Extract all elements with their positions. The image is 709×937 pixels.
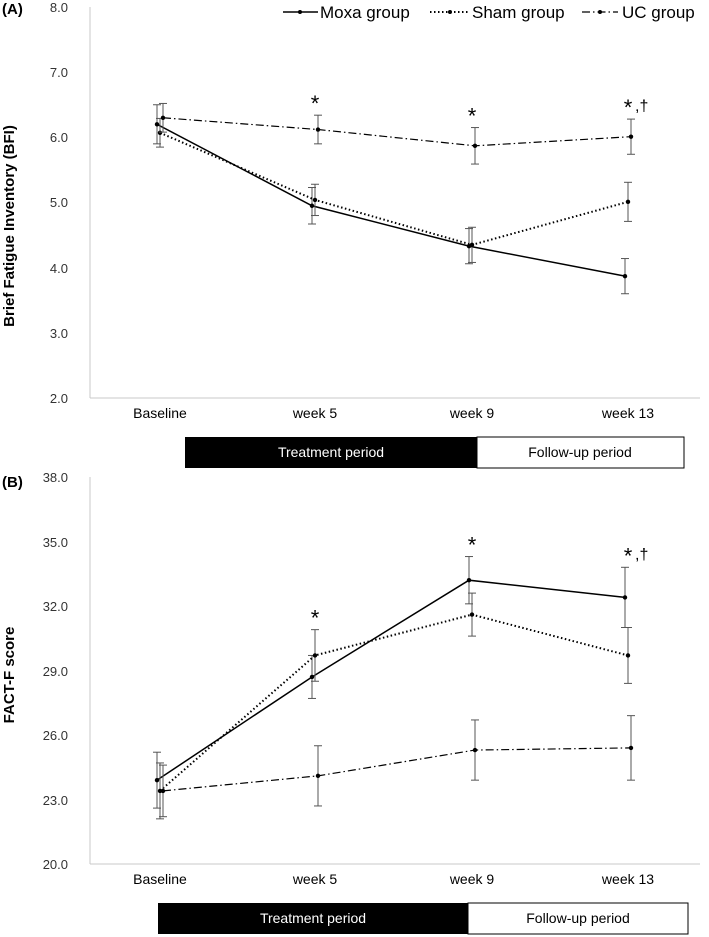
panel-a-sham-group-point	[312, 197, 318, 203]
panel-a-y-axis-label: Brief Fatigue Inventory (BFI)	[1, 125, 18, 327]
panel-a-y-tick: 5.0	[50, 195, 68, 210]
panel-a-label: (A)	[2, 1, 23, 18]
panel-b-uc-group-point	[628, 745, 634, 751]
panel-b-moxa-group-point	[622, 595, 628, 600]
panel-a-uc-group-point	[315, 127, 321, 132]
panel-a-moxa-group-point	[622, 273, 628, 279]
panel-b-treatment-period-label: Treatment period	[260, 910, 366, 926]
panel-b-x-tick-baseline: Baseline	[133, 871, 187, 887]
panel-b-y-tick: 20.0	[43, 857, 68, 872]
legend-marker-uc	[598, 10, 602, 14]
panel-b-label: (B)	[2, 474, 23, 491]
panel-a-uc-group-point	[472, 143, 478, 149]
legend-marker-sham	[448, 10, 452, 14]
panel-b-y-tick: 26.0	[43, 728, 68, 743]
panel-a-significance-star: *	[468, 104, 477, 129]
panel-a-y-tick: 8.0	[50, 0, 68, 15]
panel-b-uc-group-point	[472, 747, 478, 753]
panel-a-period-bar: Treatment period Follow-up period	[185, 436, 685, 469]
panel-b-moxa-group-point	[154, 777, 160, 783]
panel-b-uc-group-point	[315, 773, 321, 779]
panel-b-x-ticks: Baseline week 5 week 9 week 13	[133, 871, 654, 887]
panel-b-uc-group-point	[160, 788, 166, 794]
panel-b-followup-period	[467, 902, 689, 935]
panel-b-y-tick: 29.0	[43, 664, 68, 679]
legend-label-uc: UC group	[622, 3, 695, 22]
panel-b-sham-group-point	[312, 653, 318, 658]
panel-b-significance-star: *	[624, 543, 633, 568]
legend-marker-moxa	[298, 10, 302, 14]
panel-a-x-ticks: Baseline week 5 week 9 week 13	[133, 405, 654, 421]
panel-b-uc-group-line	[162, 747, 632, 792]
panel-a-uc-group-line	[162, 117, 632, 147]
panel-b-sham-group-point	[625, 653, 631, 658]
panel-b-y-ticks: 20.0 23.0 26.0 29.0 32.0 35.0 38.0	[43, 470, 68, 872]
panel-a-treatment-period-label: Treatment period	[278, 444, 384, 460]
panel-b: (B) FACT-F score 20.0 23.0 26.0 29.0 32.…	[1, 470, 700, 935]
panel-b-y-tick: 38.0	[43, 470, 68, 485]
panel-b-moxa-group-point	[466, 578, 472, 583]
panel-b-moxa-group-point	[309, 674, 315, 680]
panel-b-x-tick-week9: week 9	[449, 871, 495, 887]
panel-a-treatment-period	[185, 437, 477, 468]
panel-b-followup-period-label: Follow-up period	[526, 910, 630, 926]
panel-a-plot: * * * ,†	[153, 91, 648, 295]
panel-a-moxa-group-line	[156, 123, 626, 277]
panel-b-moxa-group-line	[156, 579, 626, 781]
panel-a: (A) Brief Fatigue Inventory (BFI) 2.0 3.…	[1, 0, 700, 469]
panel-a-followup-period-label: Follow-up period	[528, 444, 632, 460]
legend-label-sham: Sham group	[472, 3, 565, 22]
panel-b-sham-group-line	[159, 613, 629, 792]
panel-b-sham-group-point	[469, 612, 475, 617]
panel-a-sham-group-point	[157, 130, 163, 135]
panel-b-treatment-period	[158, 903, 468, 934]
panel-a-uc-group-point	[160, 115, 166, 120]
panel-b-significance-star: *	[468, 533, 477, 558]
panel-b-y-tick: 23.0	[43, 793, 68, 808]
panel-a-y-tick: 2.0	[50, 391, 68, 406]
panel-b-plot: ** * ,†	[153, 533, 648, 820]
panel-b-period-bar: Treatment period Follow-up period	[158, 902, 689, 935]
panel-b-y-tick: 32.0	[43, 599, 68, 614]
panel-b-x-tick-week5: week 5	[292, 871, 338, 887]
panel-a-y-tick: 4.0	[50, 261, 68, 276]
panel-a-sham-group-line	[159, 131, 629, 246]
panel-a-sham-group-point	[625, 199, 631, 205]
panel-b-x-tick-week13: week 13	[601, 871, 654, 887]
panel-b-y-tick: 35.0	[43, 535, 68, 550]
legend: Moxa group Sham group UC group	[283, 3, 695, 22]
panel-a-y-ticks: 2.0 3.0 4.0 5.0 6.0 7.0 8.0	[50, 0, 68, 406]
panel-a-significance-star: *	[624, 95, 633, 120]
legend-label-moxa: Moxa group	[320, 3, 410, 22]
panel-a-x-tick-week5: week 5	[292, 405, 338, 421]
panel-b-significance-star: *	[311, 606, 320, 631]
panel-a-moxa-group-point	[309, 203, 315, 208]
panel-a-x-tick-week9: week 9	[449, 405, 495, 421]
panel-a-significance-dagger: ,†	[635, 98, 648, 115]
panel-a-y-tick: 6.0	[50, 130, 68, 145]
panel-a-y-tick: 7.0	[50, 65, 68, 80]
panel-a-uc-group-point	[628, 134, 634, 139]
panel-a-y-tick: 3.0	[50, 326, 68, 341]
panel-a-sham-group-point	[469, 242, 475, 248]
panel-a-significance-star: *	[311, 91, 320, 116]
panel-a-x-tick-week13: week 13	[601, 405, 654, 421]
panel-a-x-tick-baseline: Baseline	[133, 405, 187, 421]
panel-b-significance-dagger: ,†	[635, 546, 648, 563]
panel-b-y-axis-label: FACT-F score	[1, 627, 18, 724]
panel-a-followup-period	[476, 436, 685, 469]
panel-a-moxa-group-point	[154, 122, 160, 127]
